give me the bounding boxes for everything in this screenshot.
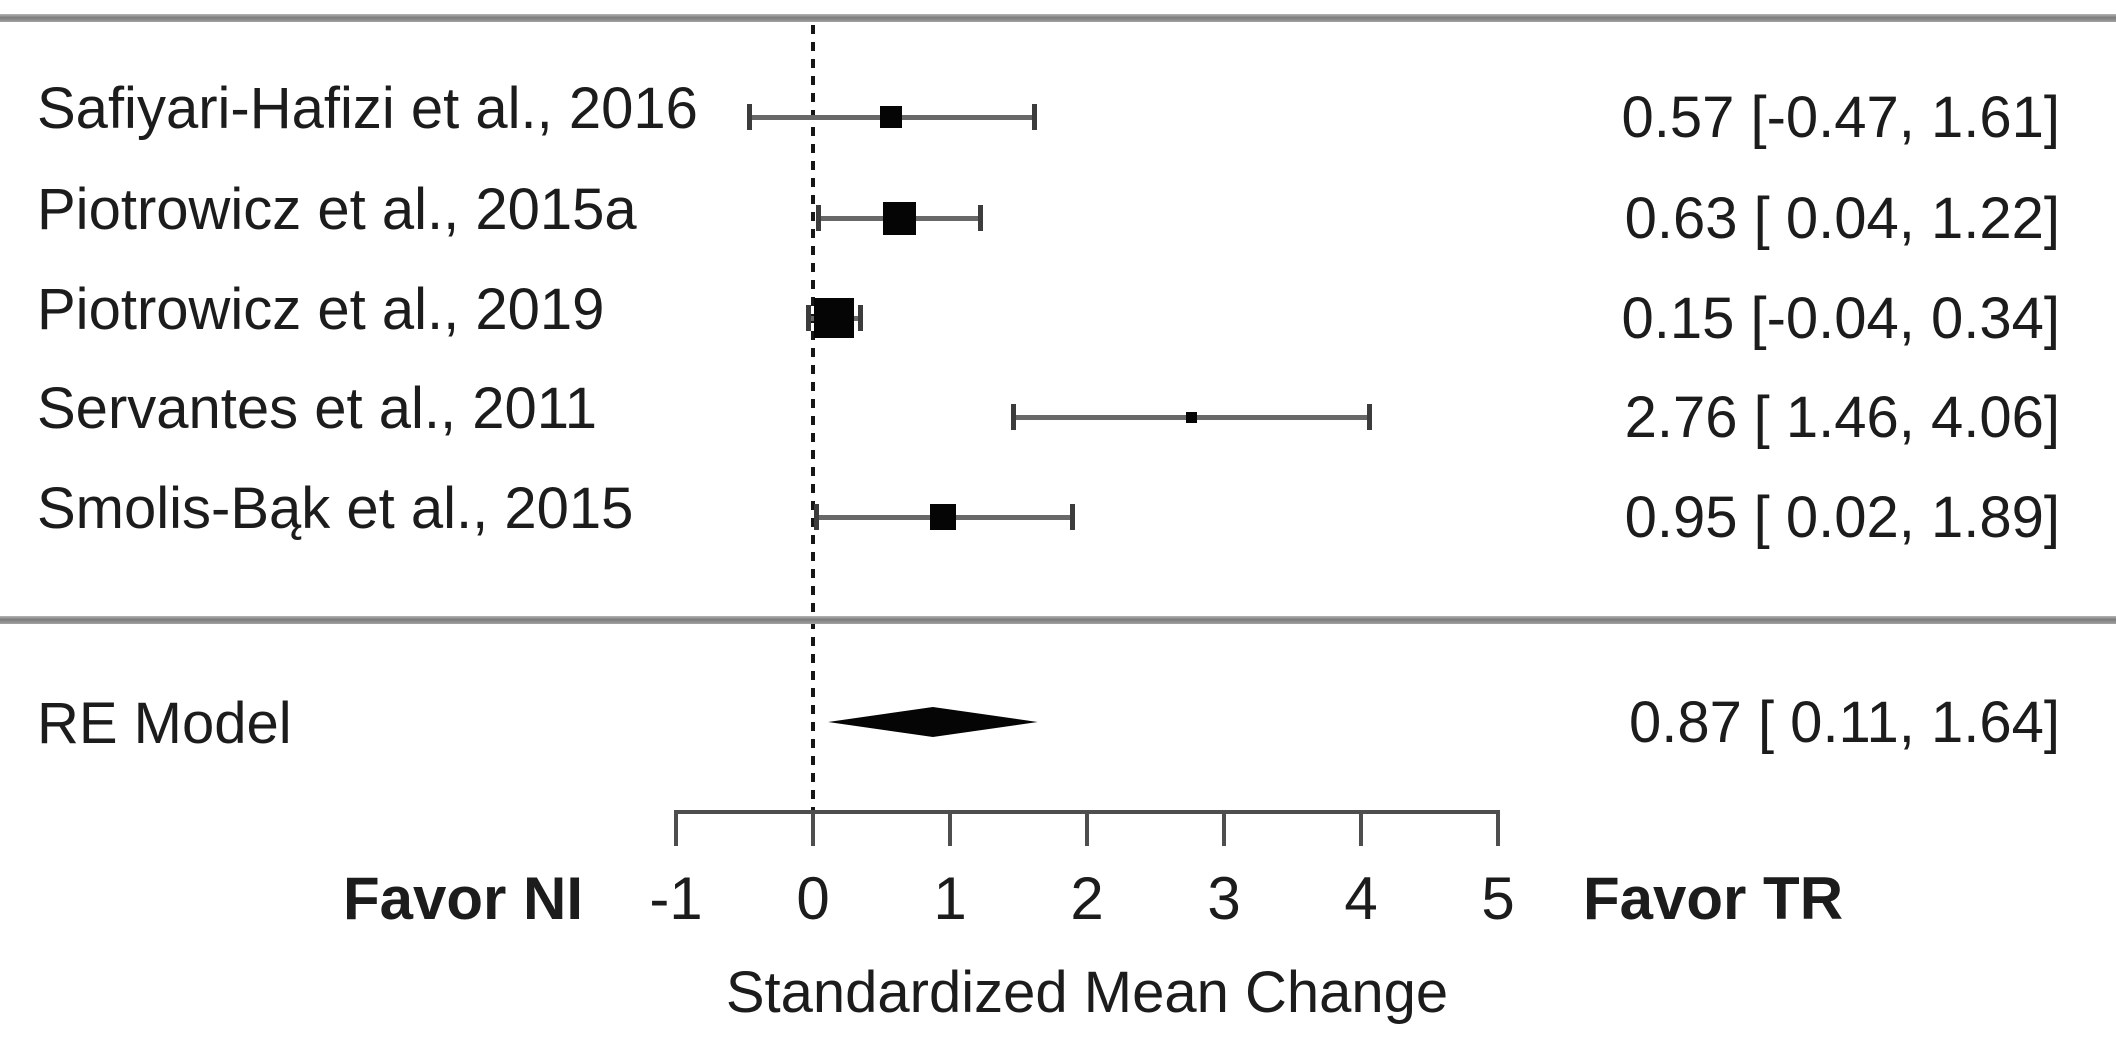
re-model-estimate: 0.87 [ 0.11, 1.64] <box>1628 690 2060 755</box>
x-axis-tick <box>1359 810 1363 846</box>
re-model-diamond <box>828 707 1038 737</box>
x-axis-tick-label: 2 <box>1070 865 1104 932</box>
study-label: Piotrowicz et al., 2019 <box>37 277 605 342</box>
x-axis-tick-label: 3 <box>1207 865 1241 932</box>
ci-cap-right <box>978 205 984 231</box>
x-axis-tick-label: -1 <box>649 865 703 932</box>
x-axis-tick <box>811 810 815 846</box>
estimate-text: 2.76 [ 1.46, 4.06] <box>1624 385 2060 450</box>
study-label: Safiyari-Hafizi et al., 2016 <box>37 76 698 141</box>
estimate-marker <box>1185 411 1197 423</box>
separator-rule <box>0 616 2116 624</box>
estimate-marker <box>880 106 903 128</box>
x-axis-tick <box>1085 810 1089 846</box>
x-axis-tick-label: 1 <box>933 865 967 932</box>
favor-right-annotation: Favor TR <box>1583 865 1844 932</box>
ci-cap-left <box>1011 404 1017 430</box>
estimate-marker <box>930 504 957 530</box>
study-label: Servantes et al., 2011 <box>37 376 597 441</box>
estimate-text: 0.95 [ 0.02, 1.89] <box>1624 485 2060 550</box>
ci-cap-right <box>1031 104 1037 130</box>
x-axis-tick <box>1496 810 1500 846</box>
study-label: Piotrowicz et al., 2015a <box>37 177 637 242</box>
x-axis-tick-label: 5 <box>1481 865 1515 932</box>
favor-left-annotation: Favor NI <box>343 865 584 932</box>
x-axis-title: Standardized Mean Change <box>725 960 1449 1025</box>
re-model-label: RE Model <box>37 691 292 756</box>
x-axis-tick-label: 0 <box>796 865 830 932</box>
estimate-marker <box>882 201 916 235</box>
estimate-text: 0.63 [ 0.04, 1.22] <box>1624 186 2060 251</box>
ci-cap-left <box>746 104 752 130</box>
ci-cap-left <box>805 305 811 331</box>
ci-cap-right <box>857 305 863 331</box>
x-axis-tick <box>674 810 678 846</box>
x-axis-tick <box>1222 810 1226 846</box>
zero-reference-line <box>811 25 815 812</box>
study-label: Smolis-Bąk et al., 2015 <box>37 476 634 541</box>
ci-cap-right <box>1069 504 1075 530</box>
x-axis-tick <box>948 810 952 846</box>
estimate-text: 0.15 [-0.04, 0.34] <box>1621 286 2060 351</box>
x-axis-tick-label: 4 <box>1344 865 1378 932</box>
ci-cap-left <box>813 504 819 530</box>
estimate-marker <box>813 298 854 338</box>
ci-cap-right <box>1367 404 1373 430</box>
ci-cap-left <box>816 205 822 231</box>
top-rule <box>0 14 2116 22</box>
estimate-text: 0.57 [-0.47, 1.61] <box>1621 85 2060 150</box>
